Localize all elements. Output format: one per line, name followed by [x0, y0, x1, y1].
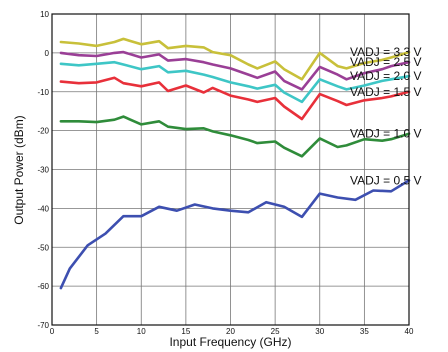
x-tick-label: 25 [271, 327, 280, 336]
series-label-vadj-2-5-v: VADJ = 2.5 V [350, 55, 421, 69]
y-tick-label: -40 [37, 204, 49, 213]
y-tick-label: -30 [37, 166, 49, 175]
series-label-vadj-1-5-v: VADJ = 1.5 V [350, 85, 421, 99]
series-line-vadj-3-3-v [59, 37, 411, 81]
series-line-vadj-2-5-v [59, 50, 411, 91]
y-tick-label: -20 [37, 127, 49, 136]
series-lines [59, 37, 411, 290]
series-line-vadj-2-0-v [59, 60, 411, 104]
tick-labels: 0 5 10 15 20 25 30 35 40 10 0 -10 -20 -30 -40 -50 -60 -70 [37, 10, 414, 336]
x-tick-label: 10 [137, 327, 146, 336]
series-label-vadj-0-5-v: VADJ = 0.5 V [350, 173, 421, 187]
series-label-vadj-1-0-v: VADJ = 1.0 V [350, 127, 421, 141]
y-tick-label: 0 [45, 49, 50, 58]
x-tick-label: 30 [315, 327, 324, 336]
series-label-vadj-3-3-v: VADJ = 3.3 V [350, 45, 421, 59]
x-tick-label: 15 [181, 327, 190, 336]
series-line-vadj-1-0-v [59, 115, 411, 158]
y-axis-title: Output Power (dBm) [12, 115, 26, 224]
series-line-vadj-1-5-v [59, 76, 411, 121]
x-tick-label: 20 [226, 327, 235, 336]
series-label-vadj-2-0-v: VADJ = 2.0 V [350, 69, 421, 83]
y-tick-label: 10 [40, 10, 49, 19]
y-tick-label: -70 [37, 321, 49, 330]
series-line-vadj-0-5-v [59, 179, 411, 290]
plot-frame [51, 13, 410, 326]
y-tick-label: -60 [37, 282, 49, 291]
x-tick-label: 0 [50, 327, 55, 336]
x-axis-title: Input Frequency (GHz) [169, 335, 291, 349]
x-tick-label: 35 [360, 327, 369, 336]
y-tick-label: -50 [37, 243, 49, 252]
y-tick-label: -10 [37, 88, 49, 97]
x-tick-label: 40 [405, 327, 414, 336]
x-tick-label: 5 [94, 327, 99, 336]
